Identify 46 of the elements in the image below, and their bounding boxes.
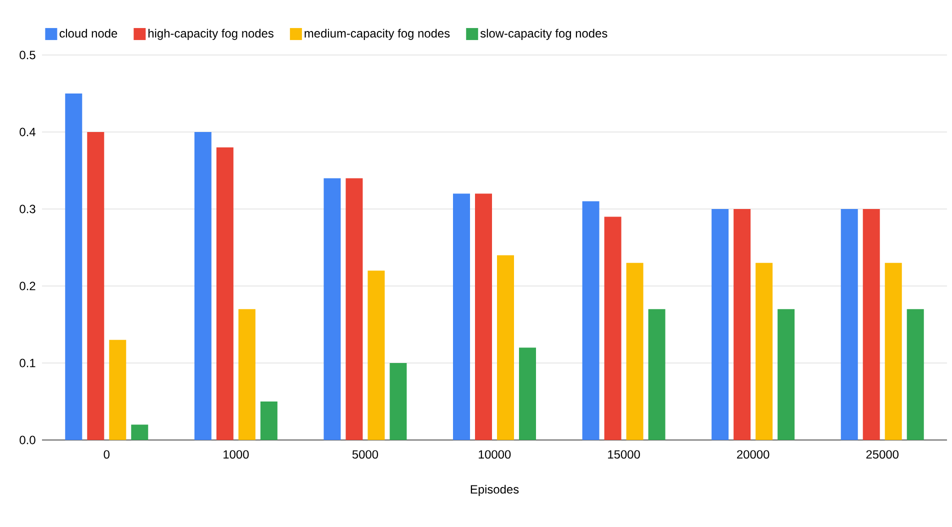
bar (216, 147, 234, 440)
x-tick-label: 10000 (478, 450, 511, 459)
bar (346, 178, 363, 440)
bar (453, 194, 470, 440)
legend-label: slow-capacity fog nodes (480, 28, 608, 40)
bar (862, 209, 880, 440)
bar (238, 309, 256, 440)
legend-label: cloud node (60, 28, 118, 38)
bar (194, 132, 212, 440)
bar (475, 194, 492, 440)
bar (109, 340, 126, 440)
x-axis-title: Episodes (470, 484, 519, 496)
y-tick-label: 0.5 (20, 50, 36, 60)
y-tick-label: 0.0 (20, 436, 36, 444)
bar (906, 309, 924, 440)
bar (87, 132, 104, 440)
bar (734, 209, 751, 440)
x-tick-label: 25000 (866, 450, 899, 459)
bar (65, 94, 82, 440)
bar (648, 309, 666, 440)
x-tick-label: 20000 (737, 450, 770, 459)
bar (626, 262, 644, 440)
bar (840, 209, 858, 440)
bar (497, 255, 514, 440)
bar (390, 363, 407, 440)
bar (712, 209, 729, 440)
x-tick-label: 0 (104, 450, 110, 459)
bar (324, 178, 341, 440)
y-tick-label: 0.2 (20, 282, 36, 290)
bar (260, 402, 278, 440)
bar (131, 424, 148, 440)
bar (884, 262, 902, 440)
y-tick-label: 0.1 (20, 358, 36, 368)
legend-label: high-capacity fog nodes (148, 28, 274, 40)
y-tick-label: 0.3 (20, 204, 36, 214)
bar (519, 348, 536, 440)
x-tick-label: 15000 (608, 450, 640, 459)
x-tick-label: 5000 (352, 450, 378, 459)
bar (778, 309, 795, 440)
y-tick-label: 0.4 (20, 128, 36, 136)
bar (604, 216, 622, 440)
bar (368, 270, 385, 440)
legend-label: medium-capacity fog nodes (304, 28, 450, 40)
bar (756, 262, 773, 440)
bar (582, 201, 600, 440)
x-tick-label: 1000 (224, 450, 249, 459)
